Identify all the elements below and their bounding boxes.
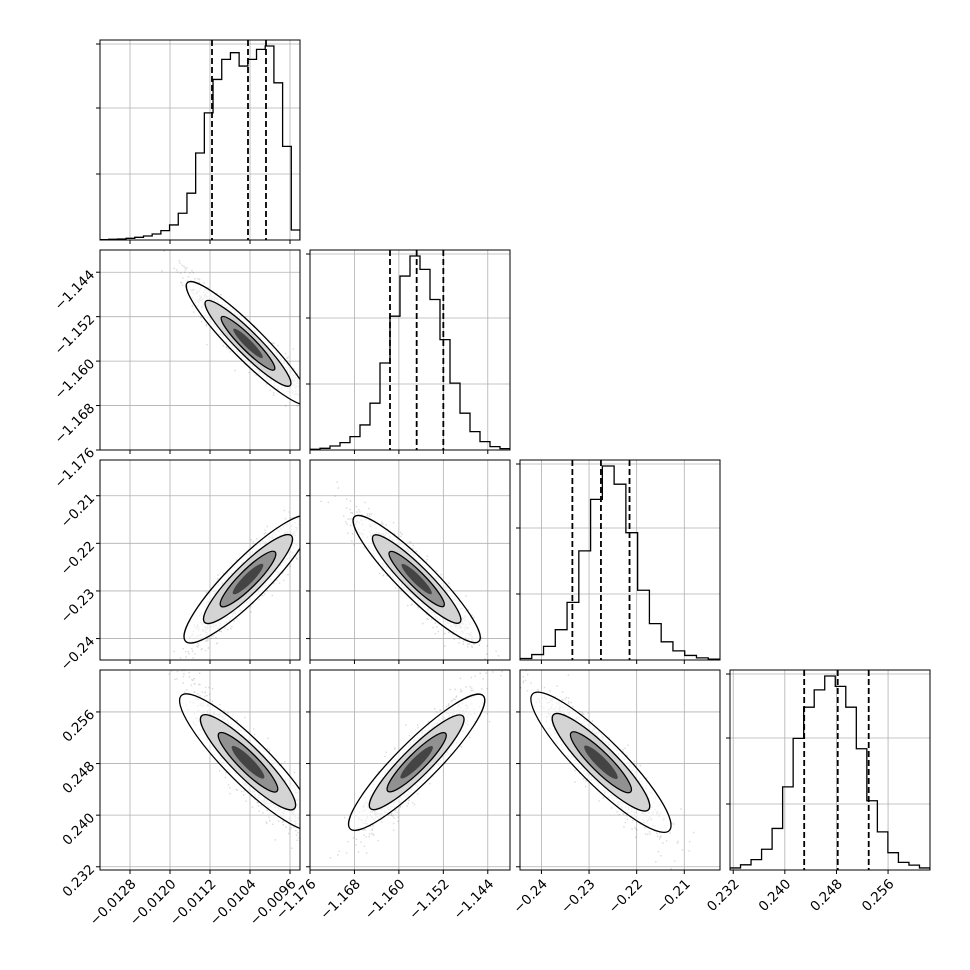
y-tick-label: 0.256 bbox=[60, 707, 99, 746]
contour-1 bbox=[371, 534, 462, 624]
y-tick-label: −1.176 bbox=[52, 445, 99, 492]
density-level-3 bbox=[232, 563, 264, 595]
contour-1 bbox=[204, 299, 292, 387]
y-tick-label: −0.21 bbox=[58, 491, 99, 532]
density-level-3 bbox=[233, 328, 263, 359]
density-level-3 bbox=[584, 745, 618, 780]
panel-frame-2-2 bbox=[519, 459, 721, 661]
contour-0 bbox=[185, 280, 300, 406]
y-tick-label: −1.144 bbox=[52, 267, 99, 314]
scatter-group-0-3 bbox=[168, 670, 300, 853]
scatter-group-2-3 bbox=[520, 670, 695, 870]
x-tick-label: −1.152 bbox=[406, 876, 453, 923]
x-tick-label: 0.240 bbox=[756, 876, 795, 915]
histogram-step-2 bbox=[520, 465, 720, 660]
scatter-group-1-2 bbox=[320, 481, 500, 660]
x-tick-label: −0.22 bbox=[606, 876, 647, 917]
y-tick-label: −1.160 bbox=[52, 356, 99, 403]
y-tick-label: 0.232 bbox=[60, 862, 99, 901]
contour-2 bbox=[569, 731, 633, 794]
contour-2 bbox=[388, 550, 445, 608]
panel-frame-3-3 bbox=[729, 669, 931, 871]
contour-2 bbox=[386, 732, 447, 793]
y-tick-label: −0.22 bbox=[58, 538, 99, 579]
density-level-3 bbox=[401, 563, 432, 595]
x-tick-label: 0.256 bbox=[859, 876, 898, 915]
x-tick-label: 0.248 bbox=[807, 876, 846, 915]
panel-frame-2-1 bbox=[309, 459, 511, 661]
scatter-group-1-3 bbox=[329, 670, 503, 859]
scatter-group-0-2 bbox=[173, 506, 300, 659]
y-tick-label: −1.168 bbox=[52, 400, 99, 447]
contour-0 bbox=[347, 693, 486, 831]
panel-frame-1-0 bbox=[99, 249, 301, 451]
y-tick-label: 0.248 bbox=[60, 758, 99, 797]
y-tick-label: 0.240 bbox=[60, 810, 99, 849]
x-tick-label: −1.168 bbox=[317, 876, 364, 923]
contour-2 bbox=[220, 315, 276, 371]
panel-frame-2-0 bbox=[99, 459, 301, 661]
contour-1 bbox=[368, 714, 465, 811]
x-tick-label: −0.21 bbox=[653, 876, 694, 917]
x-tick-label: −0.23 bbox=[558, 876, 599, 917]
panel-frame-3-1 bbox=[309, 669, 511, 871]
contour-0 bbox=[178, 693, 300, 832]
contour-0 bbox=[352, 514, 481, 644]
x-tick-label: −0.24 bbox=[510, 876, 551, 917]
y-tick-label: −1.152 bbox=[52, 312, 99, 359]
contour-1 bbox=[551, 712, 651, 812]
x-tick-label: −1.144 bbox=[451, 876, 498, 923]
contour-1 bbox=[202, 533, 294, 625]
x-tick-label: 0.232 bbox=[704, 876, 743, 915]
histogram-step-1 bbox=[310, 255, 510, 450]
density-level-3 bbox=[400, 745, 433, 779]
density-level-3 bbox=[231, 745, 265, 779]
contour-1 bbox=[199, 714, 297, 811]
contour-2 bbox=[219, 550, 277, 608]
panel-frame-3-0 bbox=[99, 669, 301, 871]
panel-frame-3-2 bbox=[519, 669, 721, 871]
scatter-group-0-1 bbox=[161, 250, 300, 407]
panel-frame-1-1 bbox=[309, 249, 511, 451]
histogram-step-3 bbox=[730, 675, 930, 870]
contour-0 bbox=[530, 691, 672, 833]
y-tick-label: −0.23 bbox=[58, 586, 99, 627]
panel-frame-0-0 bbox=[99, 39, 301, 241]
y-tick-label: −0.24 bbox=[58, 633, 99, 674]
contour-2 bbox=[217, 731, 279, 793]
x-tick-label: −1.160 bbox=[362, 876, 409, 923]
contour-0 bbox=[183, 514, 300, 644]
